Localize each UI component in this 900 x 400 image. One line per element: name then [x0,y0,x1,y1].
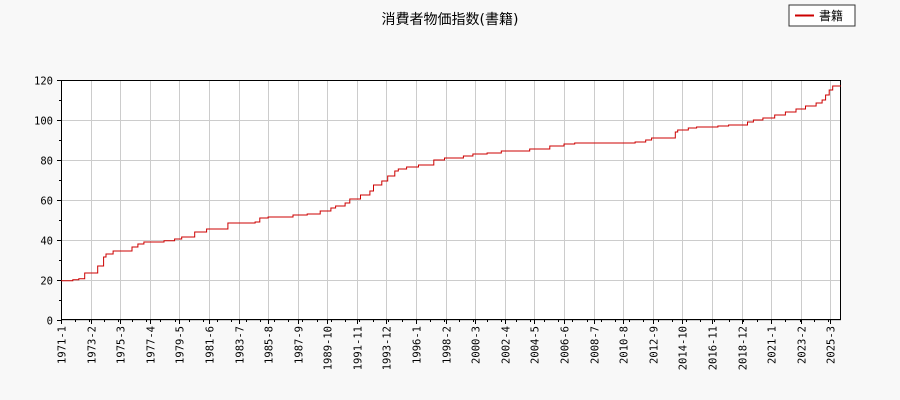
x-tick-label: 2018-12 [738,326,750,370]
x-tick-label: 2006-6 [560,326,572,364]
x-tick-label: 1996-1 [412,326,424,364]
x-tick-label: 1979-5 [175,326,187,364]
legend-box [788,4,856,27]
series-layer [61,85,841,282]
series-line [61,85,841,282]
y-tick-label: 60 [40,196,53,208]
y-tick-label: 20 [40,276,53,288]
axes: 0 20 40 60 80 100 120 1971-1 1973-2 1975-3 1977-4 1… [34,76,841,370]
y-tick-label: 120 [34,76,53,88]
x-tick-label: 2002-4 [501,326,513,364]
x-tick-label: 1998-2 [442,326,454,364]
y-tick-label: 80 [40,156,53,168]
plot-frame [61,80,841,320]
chart-title: 消費者物価指数(書籍) [382,11,519,28]
x-tick-label: 1973-2 [87,326,99,364]
x-tick-label: 1975-3 [116,326,128,364]
x-tick-label: 1987-9 [294,326,306,364]
legend-label: 書籍 [819,8,843,23]
x-tick-label: 2000-3 [471,326,483,364]
x-tick-label: 1977-4 [146,326,158,364]
x-tick-label: 1971-1 [57,326,69,364]
x-tick-label: 2016-11 [708,326,720,370]
y-tick-label: 40 [40,236,53,248]
x-tick-label: 2014-10 [678,326,690,370]
y-tick-label: 100 [34,116,53,128]
x-tick-label: 1993-12 [382,326,394,370]
grid-lines [61,80,841,321]
x-tick-label: 1989-10 [323,326,335,370]
x-tick-label: 2008-7 [590,326,602,364]
x-tick-label: 2023-2 [797,326,809,364]
x-tick-label: 2010-8 [619,326,631,364]
x-tick-label: 2012-9 [649,326,661,364]
x-tick-label: 2025-3 [826,326,838,364]
x-tick-label: 1983-7 [235,326,247,364]
x-tick-label: 1981-6 [205,326,217,364]
x-tick-label: 2021-1 [767,326,779,364]
legend: 書籍 [788,4,856,27]
x-tick-label: 1985-8 [264,326,276,364]
x-tick-label: 2004-5 [530,326,542,364]
y-tick-label: 0 [47,316,53,328]
x-tick-label: 1991-11 [353,326,365,370]
